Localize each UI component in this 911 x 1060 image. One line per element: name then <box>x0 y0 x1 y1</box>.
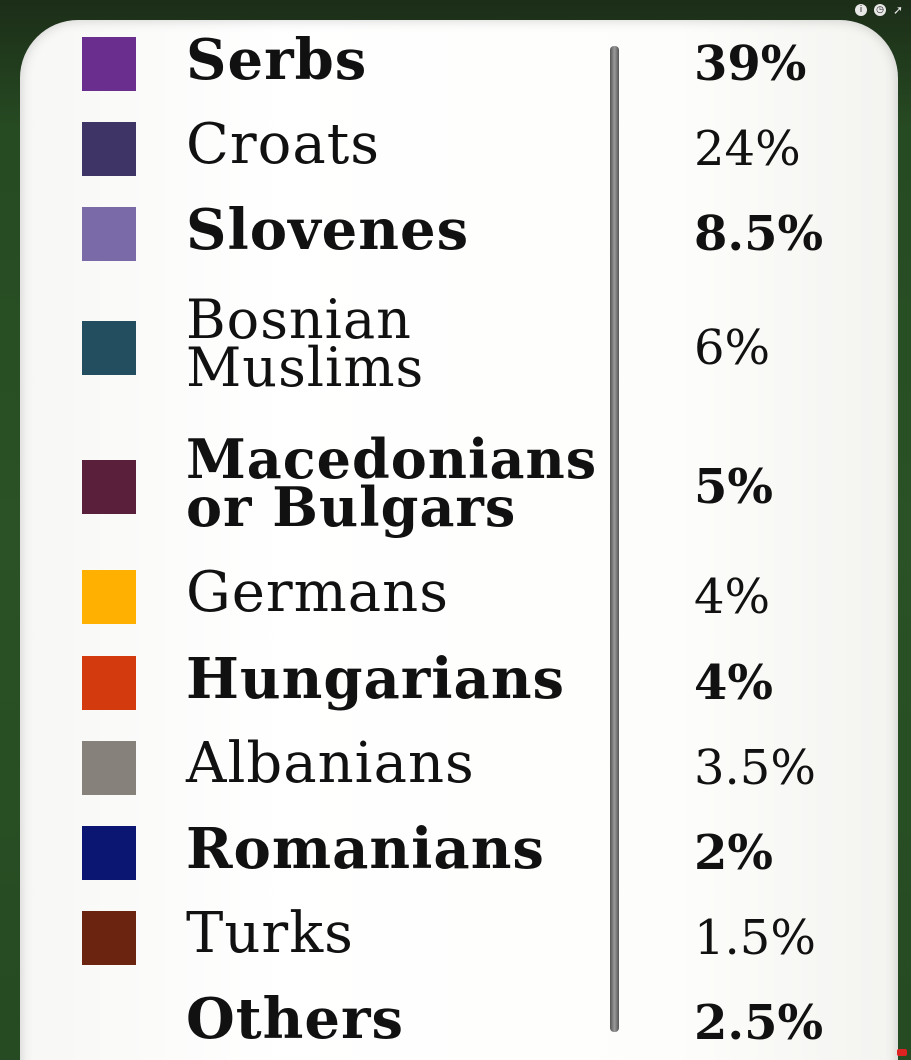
share-arrow-icon[interactable]: ➚ <box>893 3 904 17</box>
legend-label-line: Hungarians <box>186 646 566 712</box>
legend-label: Macedonians or Bulgars <box>186 427 598 539</box>
legend-swatch <box>82 741 136 795</box>
legend-value: 2.5% <box>694 995 824 1051</box>
youtube-logo-icon <box>897 1049 907 1056</box>
legend-value: 4% <box>694 655 774 711</box>
legend-label-line: Romanians <box>186 816 545 882</box>
legend-label: Romanians <box>186 816 545 882</box>
legend-value: 6% <box>694 320 771 376</box>
legend-label: Albanians <box>186 731 475 796</box>
legend-swatch <box>82 207 136 261</box>
legend-label: Germans <box>186 560 449 625</box>
legend-label-line: Albanians <box>186 731 475 796</box>
clock-icon[interactable]: ◷ <box>874 4 886 16</box>
legend-value: 4% <box>694 569 771 625</box>
legend-label: Slovenes <box>186 197 470 263</box>
legend-value: 39% <box>694 36 807 92</box>
legend-swatch <box>82 37 136 91</box>
legend-label-line: Others <box>186 986 405 1052</box>
legend-swatch <box>82 570 136 624</box>
legend-label-line: Germans <box>186 560 449 625</box>
legend-value: 1.5% <box>694 910 816 966</box>
legend-swatch <box>82 122 136 176</box>
legend-label: Turks <box>186 901 354 966</box>
legend-label: Croats <box>186 112 380 177</box>
legend-label: Serbs <box>186 27 368 93</box>
legend-swatch <box>82 656 136 710</box>
legend-label: Others <box>186 986 405 1052</box>
legend-label: Bosnian Muslims <box>186 288 425 399</box>
legend-swatch <box>82 321 136 375</box>
legend-value: 5% <box>694 459 774 515</box>
legend-swatch <box>82 460 136 514</box>
legend-label-line: or Bulgars <box>186 475 517 539</box>
legend-value: 24% <box>694 121 801 177</box>
info-icon[interactable]: i <box>855 4 867 16</box>
legend-label-line: Macedonians <box>186 427 598 491</box>
legend-value: 3.5% <box>694 740 816 796</box>
legend-label-line: Turks <box>186 901 354 966</box>
player-overlay-icons: i ◷ ➚ <box>855 4 905 16</box>
legend-label-line: Bosnian <box>186 288 412 351</box>
legend-label-line: Slovenes <box>186 197 470 263</box>
legend-label-line: Muslims <box>186 336 425 399</box>
legend-label-line: Serbs <box>186 27 368 93</box>
column-divider <box>610 46 619 1032</box>
legend-value: 8.5% <box>694 206 824 262</box>
legend-swatch <box>82 826 136 880</box>
legend-label: Hungarians <box>186 646 566 712</box>
legend-panel <box>20 20 898 1060</box>
legend-swatch <box>82 911 136 965</box>
legend-label-line: Croats <box>186 112 380 177</box>
legend-value: 2% <box>694 825 774 881</box>
